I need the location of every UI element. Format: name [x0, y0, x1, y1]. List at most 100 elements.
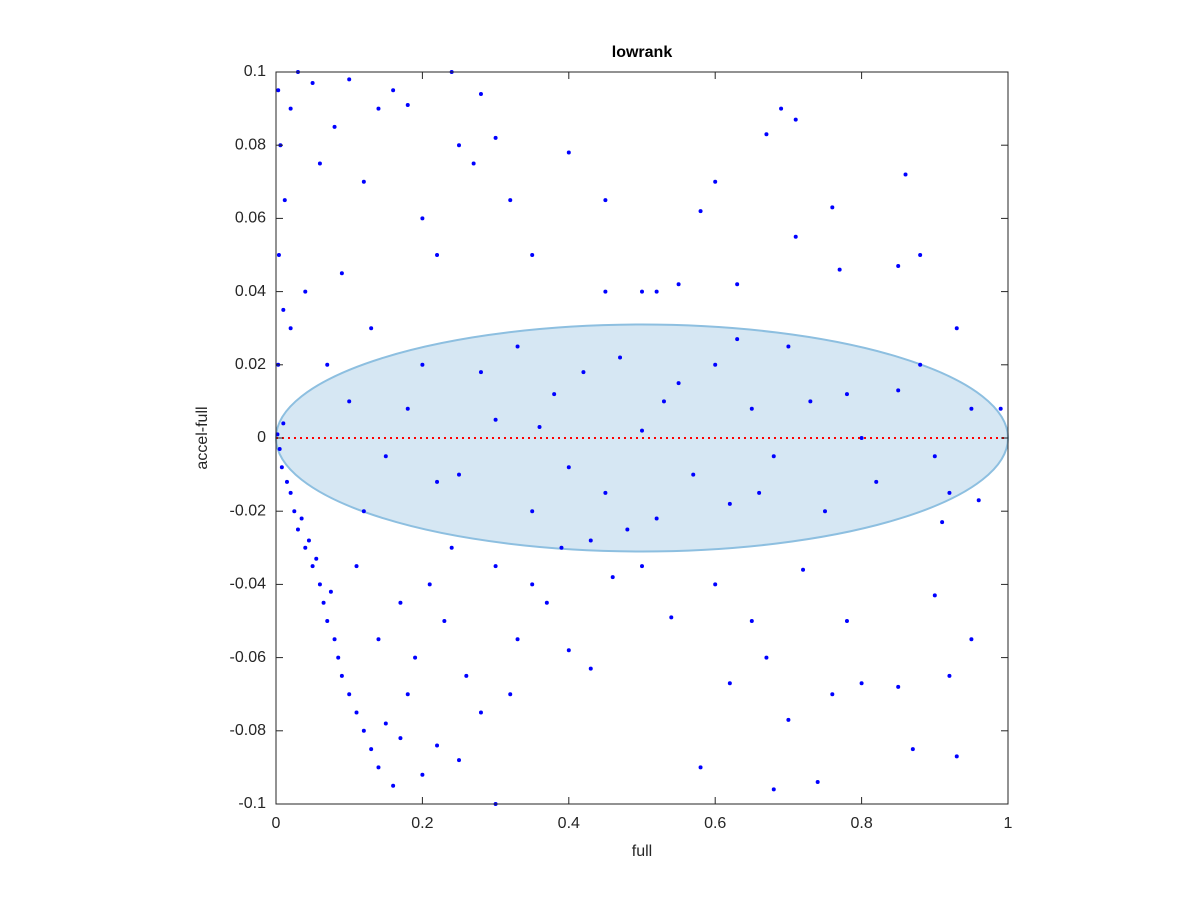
point	[559, 545, 564, 550]
point	[976, 498, 981, 503]
point	[405, 406, 410, 411]
point	[515, 637, 520, 642]
x-tick-label: 0.4	[558, 815, 580, 832]
point	[625, 527, 630, 532]
plot-area	[275, 70, 1009, 806]
point	[383, 454, 388, 459]
point	[691, 472, 696, 477]
point	[698, 765, 703, 770]
point	[376, 106, 381, 111]
point	[281, 307, 286, 312]
point	[493, 564, 498, 569]
point	[398, 736, 403, 741]
point	[610, 575, 615, 580]
point	[954, 326, 959, 331]
point	[435, 253, 440, 257]
point	[940, 520, 945, 525]
point	[279, 465, 284, 470]
point	[310, 80, 315, 85]
point	[332, 124, 337, 129]
x-tick-label: 0.8	[850, 815, 872, 832]
point	[493, 135, 498, 140]
point	[603, 490, 608, 495]
point	[749, 619, 754, 623]
point	[288, 490, 293, 495]
point	[314, 556, 319, 561]
point	[420, 216, 425, 221]
point	[654, 289, 659, 294]
point	[376, 637, 381, 642]
point	[654, 516, 659, 521]
axes: 0 0.2 0.4 0.6 0.8 1 -0.1 -0.08 -0.06 -0.04 -0.02 0 0…	[230, 63, 1013, 832]
point	[405, 102, 410, 107]
point	[449, 545, 454, 550]
point	[457, 758, 461, 763]
point	[910, 747, 915, 752]
point	[727, 681, 732, 686]
point	[361, 509, 366, 514]
point	[735, 337, 740, 342]
point	[282, 198, 287, 203]
point	[998, 406, 1003, 411]
point	[786, 344, 791, 349]
point	[713, 362, 718, 367]
point	[544, 600, 549, 605]
point	[478, 370, 483, 375]
point	[276, 253, 281, 257]
point	[896, 684, 901, 689]
point	[369, 326, 374, 331]
point	[515, 344, 520, 349]
point	[347, 399, 352, 404]
point	[347, 77, 352, 82]
point	[508, 198, 513, 203]
chart-title: lowrank	[612, 44, 673, 61]
point	[815, 780, 820, 785]
x-tick-label: 0	[272, 815, 281, 832]
point	[698, 209, 703, 214]
point	[427, 582, 432, 587]
point	[823, 509, 827, 514]
point	[947, 490, 952, 495]
point	[727, 501, 732, 506]
point	[859, 436, 864, 440]
point	[295, 527, 300, 532]
point	[530, 582, 535, 587]
point	[493, 417, 498, 422]
point	[339, 271, 344, 276]
point	[284, 479, 289, 484]
point	[640, 564, 644, 569]
x-tick-label: 0.6	[704, 815, 726, 832]
point	[288, 106, 293, 111]
point	[537, 425, 542, 430]
point	[332, 637, 337, 642]
point	[277, 446, 282, 451]
point	[276, 88, 281, 93]
point	[874, 479, 879, 484]
point	[566, 150, 571, 155]
point	[801, 567, 806, 572]
point	[361, 728, 366, 733]
point	[918, 253, 923, 257]
point	[844, 619, 849, 623]
point	[954, 754, 959, 759]
point	[471, 161, 476, 166]
point	[618, 355, 623, 360]
point	[771, 454, 776, 459]
point	[918, 362, 923, 367]
point	[771, 787, 776, 792]
point	[317, 161, 322, 166]
point	[405, 692, 410, 697]
point	[328, 589, 333, 594]
point	[292, 509, 297, 514]
point	[779, 106, 784, 111]
point	[354, 564, 359, 569]
point	[306, 538, 311, 543]
point	[969, 637, 974, 642]
point	[478, 91, 483, 96]
point	[391, 783, 396, 788]
y-tick-label: 0.1	[244, 63, 266, 80]
point	[588, 666, 593, 671]
y-tick-label: -0.1	[238, 795, 266, 812]
point	[325, 362, 330, 367]
